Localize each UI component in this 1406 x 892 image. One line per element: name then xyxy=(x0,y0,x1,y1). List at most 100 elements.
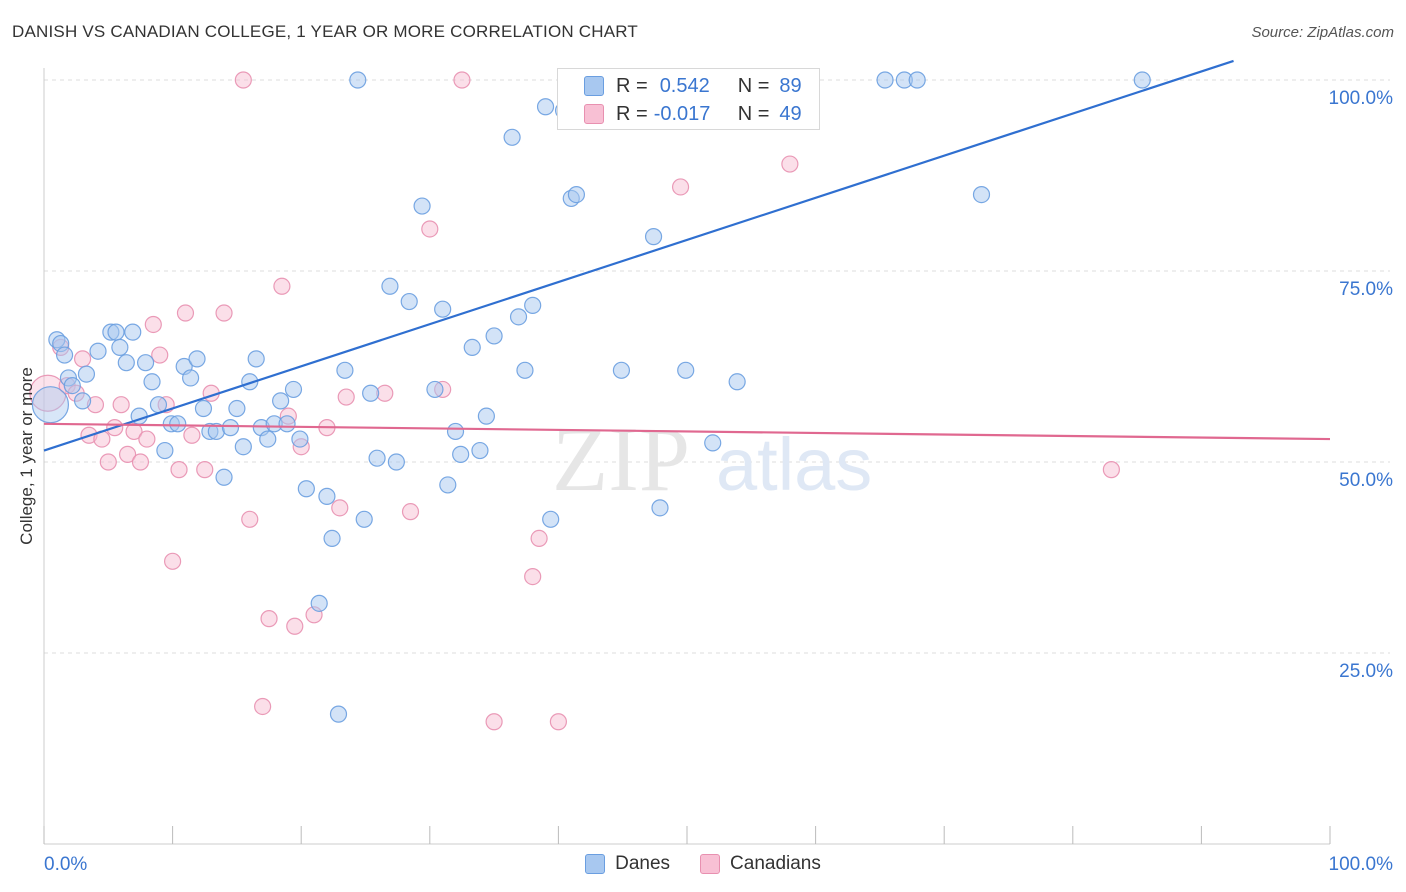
danes-point xyxy=(362,384,380,402)
danes-point xyxy=(111,338,129,356)
danes-n-label: N = xyxy=(737,74,770,97)
danes-point xyxy=(215,468,233,486)
danes-point xyxy=(169,415,187,433)
x-tick-label: 100.0% xyxy=(1329,854,1394,875)
legend-item-danes[interactable]: Danes xyxy=(585,853,670,875)
danes-point xyxy=(446,422,465,441)
danes-point xyxy=(143,373,161,391)
legend-swatch-canadians xyxy=(700,854,721,874)
canadians-point xyxy=(671,178,690,196)
canadians-point xyxy=(234,71,252,89)
y-tick-label: 100.0% xyxy=(1329,88,1394,109)
danes-point xyxy=(117,354,135,372)
grid-lines xyxy=(44,79,1390,654)
stats-row-canadians: R = -0.017 N = 49 xyxy=(584,100,802,128)
canadians-point xyxy=(118,445,137,463)
canadians-point xyxy=(337,388,355,406)
danes-swatch xyxy=(584,76,604,96)
source-label: Source: ZipAtlas.com xyxy=(1251,24,1394,41)
danes-point xyxy=(336,361,354,379)
danes-point xyxy=(323,529,341,548)
canadians-point xyxy=(453,71,471,89)
danes-point xyxy=(89,342,107,360)
canadians-point xyxy=(331,499,349,517)
danes-point xyxy=(452,445,470,463)
danes-trend-line xyxy=(43,59,1234,452)
canadians-point xyxy=(131,453,150,471)
canadians-point xyxy=(73,350,92,368)
danes-point xyxy=(503,128,521,146)
danes-point xyxy=(463,338,481,356)
legend-label-canadians: Canadians xyxy=(730,853,821,874)
canadians-point xyxy=(260,610,278,628)
danes-point xyxy=(908,71,926,89)
canadians-point xyxy=(112,396,130,414)
danes-r-value: 0.542 xyxy=(659,74,710,97)
canadians-point xyxy=(196,461,214,479)
danes-point xyxy=(536,98,555,116)
canadians-point xyxy=(144,315,162,334)
x-tick-label: 0.0% xyxy=(44,854,87,875)
danes-point xyxy=(156,441,174,460)
watermark-atlas: atlas xyxy=(716,423,872,506)
danes-point xyxy=(368,449,386,467)
danes-point xyxy=(1133,71,1151,89)
danes-point xyxy=(291,430,309,448)
danes-point xyxy=(31,386,70,424)
danes-n-value: 89 xyxy=(779,74,802,97)
danes-point xyxy=(234,438,252,456)
legend-swatch-danes xyxy=(585,854,606,874)
danes-point xyxy=(310,594,328,612)
danes-point xyxy=(136,354,155,372)
danes-point xyxy=(259,430,277,448)
danes-point xyxy=(651,499,669,517)
danes-point xyxy=(471,441,489,460)
canadians-n-label: N = xyxy=(737,102,770,125)
danes-point xyxy=(704,434,722,452)
danes-point xyxy=(644,228,663,246)
danes-point xyxy=(612,361,631,379)
canadians-point xyxy=(176,304,195,322)
danes-point xyxy=(318,487,336,505)
canadians-point xyxy=(273,277,291,295)
danes-point xyxy=(107,323,125,341)
danes-point xyxy=(355,510,373,528)
danes-point xyxy=(55,346,74,364)
canadians-point xyxy=(164,552,182,570)
canadians-point xyxy=(421,220,439,238)
canadians-point xyxy=(530,529,548,548)
danes-point xyxy=(972,186,991,204)
canadians-point xyxy=(138,430,156,448)
canadians-point xyxy=(485,713,503,731)
danes-point xyxy=(73,392,92,410)
canadians-point xyxy=(254,697,272,716)
stats-row-danes: R = 0.542 N = 89 xyxy=(584,72,802,100)
danes-point xyxy=(677,361,695,379)
danes-point xyxy=(542,510,560,528)
stats-box: R = 0.542 N = 89 R = -0.017 N = 49 xyxy=(557,68,820,130)
danes-point xyxy=(477,407,495,425)
canadians-point xyxy=(99,453,117,471)
danes-point xyxy=(297,480,315,498)
danes-point xyxy=(524,296,542,314)
danes-point xyxy=(278,415,296,433)
danes-point xyxy=(426,380,444,399)
legend-item-canadians[interactable]: Canadians xyxy=(700,853,821,875)
danes-point xyxy=(77,365,96,383)
tick-labels: 25.0% 50.0% 75.0% 100.0% 0.0% 100.0% xyxy=(44,88,1393,875)
danes-point xyxy=(485,327,503,345)
danes-points xyxy=(31,71,1151,723)
danes-point xyxy=(228,399,246,418)
danes-point xyxy=(349,71,367,89)
canadians-point xyxy=(151,346,169,364)
canadians-point xyxy=(401,503,420,521)
canadians-point xyxy=(170,461,188,479)
canadians-point xyxy=(549,713,568,731)
trend-lines xyxy=(43,59,1331,452)
canadians-r-value: -0.017 xyxy=(653,102,711,125)
danes-point xyxy=(413,197,431,215)
canadians-point xyxy=(215,304,233,322)
chart-title: DANISH VS CANADIAN COLLEGE, 1 YEAR OR MO… xyxy=(12,22,639,41)
canadians-point xyxy=(286,617,304,635)
